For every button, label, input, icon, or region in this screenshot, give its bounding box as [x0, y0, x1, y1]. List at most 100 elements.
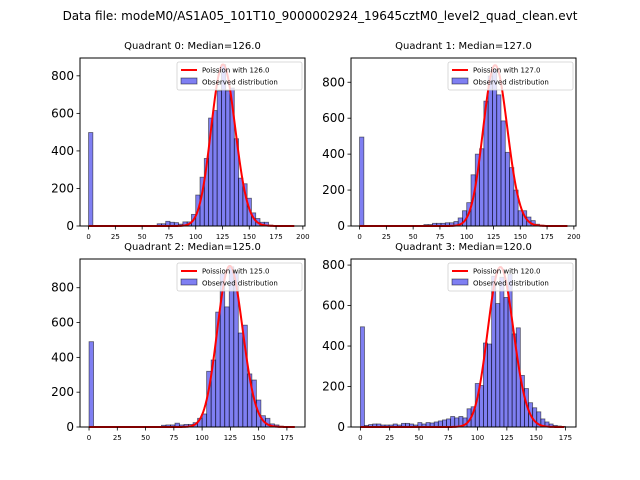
- histogram-bar: [212, 110, 218, 227]
- histogram-bar: [450, 416, 456, 428]
- legend: Poission with 125.0 Observed distribution: [176, 262, 303, 292]
- legend-bar-swatch: [451, 77, 469, 85]
- panel-quadrant-3: Quadrant 3: Median=120.0 0 200 400 600 800 0 25…: [322, 242, 577, 442]
- x-tick-label: 125: [224, 434, 237, 442]
- legend-bar-swatch: [180, 278, 198, 286]
- legend: Poission with 127.0 Observed distribution: [447, 61, 574, 91]
- histogram-bar: [496, 94, 502, 227]
- histogram-bar: [224, 306, 230, 428]
- axes-frame: [79, 57, 306, 227]
- y-tick-label: 0: [66, 219, 74, 233]
- x-tick-label: 150: [243, 233, 256, 241]
- legend-label-observed: Observed distribution: [202, 280, 278, 288]
- x-tick-label: 50: [138, 233, 147, 241]
- legend-box: [447, 262, 574, 292]
- y-tick-label: 600: [51, 106, 74, 120]
- x-tick-label: 125: [487, 233, 500, 241]
- histogram-bar: [487, 75, 493, 227]
- y-tick-label: 600: [322, 299, 345, 313]
- x-tick-label: 100: [460, 233, 473, 241]
- panel-title: Quadrant 0: Median=126.0: [124, 41, 261, 52]
- y-tick-label: 200: [51, 385, 74, 399]
- histogram-bar: [495, 303, 501, 428]
- histogram-bar: [446, 418, 452, 428]
- histogram-bar: [238, 177, 244, 227]
- legend-box: [176, 262, 303, 292]
- x-tick-label: 175: [559, 434, 572, 442]
- x-tick-label: 50: [409, 233, 418, 241]
- histogram-bar: [359, 136, 365, 227]
- y-tick-label: 800: [322, 75, 345, 89]
- x-tick-label: 75: [169, 434, 178, 442]
- y-tick-label: 0: [337, 420, 345, 434]
- y-tick-label: 0: [337, 219, 345, 233]
- x-tick-label: 50: [415, 434, 424, 442]
- x-tick-label: 0: [86, 233, 90, 241]
- histogram-bar: [504, 151, 510, 227]
- legend-label-poisson: Poission with 127.0: [473, 67, 541, 75]
- x-tick-label: 100: [189, 233, 202, 241]
- x-tick-label: 50: [141, 434, 150, 442]
- x-tick-label: 25: [113, 434, 122, 442]
- x-tick-label: 25: [111, 233, 120, 241]
- panel-title: Quadrant 3: Median=120.0: [395, 242, 532, 253]
- x-tick-label: 125: [216, 233, 229, 241]
- y-tick-label: 800: [51, 69, 74, 83]
- legend-bar-swatch: [180, 77, 198, 85]
- x-tick-label: 175: [540, 233, 553, 241]
- y-tick-label: 600: [322, 111, 345, 125]
- legend: Poission with 120.0 Observed distribution: [447, 262, 574, 292]
- histogram-bar: [359, 326, 365, 428]
- axes-frame: [79, 258, 306, 428]
- legend: Poission with 126.0 Observed distribution: [176, 61, 303, 91]
- y-tick-label: 200: [51, 181, 74, 195]
- histogram-bar: [532, 407, 538, 428]
- x-tick-label: 25: [385, 434, 394, 442]
- x-tick-label: 200: [296, 233, 309, 241]
- histogram-bar: [503, 297, 509, 428]
- x-tick-label: 125: [500, 434, 513, 442]
- x-tick-label: 150: [514, 233, 527, 241]
- x-tick-label: 0: [87, 434, 91, 442]
- y-tick-label: 400: [322, 147, 345, 161]
- figure-suptitle: Data file: modeM0/AS1A05_101T10_90000029…: [63, 9, 578, 23]
- y-tick-label: 800: [51, 281, 74, 295]
- x-tick-label: 150: [252, 434, 265, 442]
- axes-frame: [350, 258, 577, 428]
- histogram-bar: [201, 413, 208, 428]
- legend-label-poisson: Poission with 120.0: [473, 268, 541, 276]
- x-tick-label: 75: [444, 434, 453, 442]
- histogram-bars: [88, 64, 282, 227]
- y-tick-label: 400: [51, 350, 74, 364]
- legend-label-observed: Observed distribution: [473, 79, 549, 87]
- x-tick-label: 75: [164, 233, 173, 241]
- histogram-bar: [487, 343, 493, 428]
- legend-box: [447, 61, 574, 91]
- y-tick-label: 200: [322, 183, 345, 197]
- panel-quadrant-0: Quadrant 0: Median=126.0 0 200 400 600 800 0 25…: [51, 41, 309, 241]
- legend-label-poisson: Poission with 125.0: [202, 268, 270, 276]
- x-tick-label: 200: [567, 233, 580, 241]
- panel-quadrant-2: Quadrant 2: Median=125.0 0 200 400 600 800 0 25…: [51, 242, 306, 442]
- y-tick-label: 0: [66, 420, 74, 434]
- histogram-bar: [500, 120, 506, 227]
- histogram-bar: [88, 132, 94, 227]
- histogram-bar: [492, 69, 498, 227]
- x-tick-label: 175: [280, 434, 293, 442]
- panels: Quadrant 0: Median=126.0 0 200 400 600 800 0 25…: [51, 41, 580, 442]
- legend-box: [176, 61, 303, 91]
- axes-frame: [350, 57, 577, 227]
- y-tick-label: 400: [51, 144, 74, 158]
- x-tick-label: 175: [269, 233, 282, 241]
- y-tick-label: 400: [322, 339, 345, 353]
- x-tick-label: 25: [382, 233, 391, 241]
- legend-label-observed: Observed distribution: [473, 280, 549, 288]
- histogram-bar: [225, 90, 231, 227]
- panel-title: Quadrant 1: Median=127.0: [395, 41, 532, 52]
- panel-quadrant-1: Quadrant 1: Median=127.0 0 200 400 600 800 0 25…: [322, 41, 580, 241]
- legend-bar-swatch: [451, 278, 469, 286]
- x-tick-label: 150: [529, 434, 542, 442]
- x-tick-label: 0: [358, 434, 362, 442]
- legend-label-observed: Observed distribution: [202, 79, 278, 87]
